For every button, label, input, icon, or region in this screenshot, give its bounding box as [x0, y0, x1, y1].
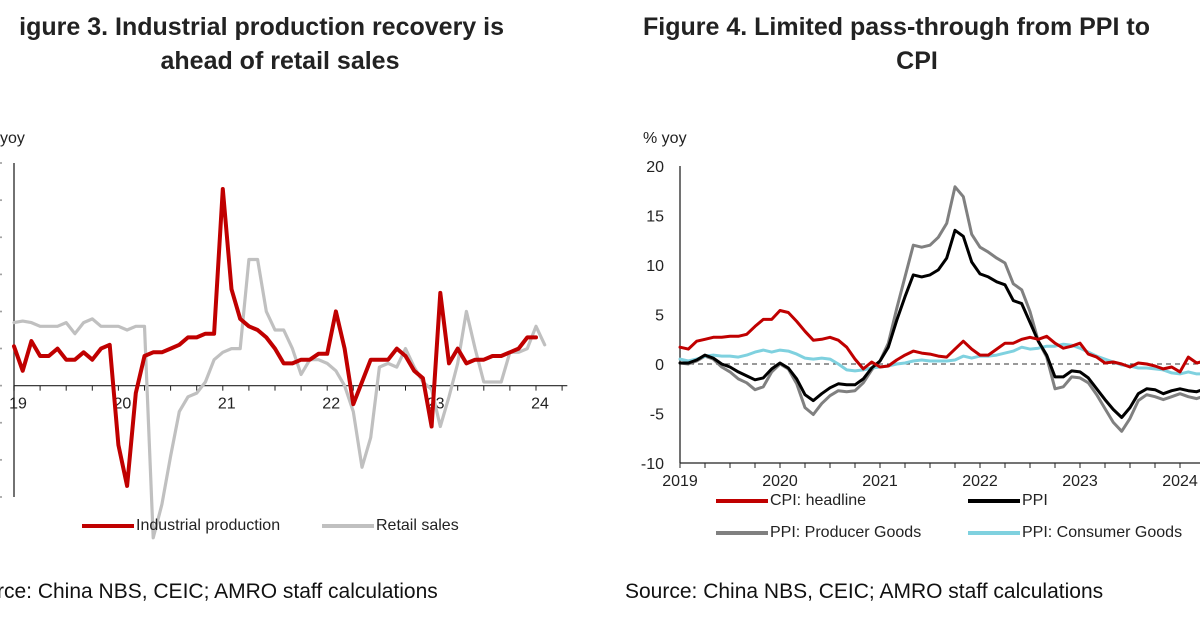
y-tick-mark — [0, 384, 2, 387]
figure-3-y-axis-label: yoy — [0, 130, 25, 147]
figure-3-title-line-2: ahead of retail sales — [160, 47, 400, 75]
x-tick-label: 22 — [322, 396, 340, 413]
legend-swatch-industrial-production — [82, 524, 134, 528]
series-line-ppi — [678, 228, 1200, 419]
figure-3-title-line-1: igure 3. Industrial production recovery … — [19, 13, 504, 41]
y-tick-mark — [0, 310, 2, 313]
figure-3-source: rce: China NBS, CEIC; AMRO staff calcula… — [0, 580, 438, 603]
legend-label-ppi-producer-goods: PPI: Producer Goods — [770, 524, 922, 541]
x-tick-label: 19 — [9, 396, 27, 413]
legend-swatch-retail-sales — [322, 524, 374, 528]
x-tick-label: 20 — [114, 396, 132, 413]
x-tick-label: 2023 — [1062, 473, 1098, 490]
y-tick-label: 0 — [655, 357, 664, 374]
legend-item-retail-sales: Retail sales — [322, 517, 459, 535]
y-tick-mark — [0, 162, 2, 164]
x-tick-label: 24 — [531, 396, 549, 413]
x-tick-label: 2021 — [862, 473, 898, 490]
legend-item-ppi-consumer-goods: PPI: Consumer Goods — [968, 524, 1182, 542]
y-tick-mark — [0, 273, 2, 276]
y-tick-label: 5 — [655, 308, 664, 325]
legend-label-ppi-consumer-goods: PPI: Consumer Goods — [1022, 524, 1183, 541]
x-tick-label: 2020 — [762, 473, 798, 490]
legend-label-industrial-production: Industrial production — [136, 517, 281, 534]
series-line-retail-sales — [12, 257, 547, 540]
legend-label-retail-sales: Retail sales — [376, 517, 459, 534]
y-tick-label: 10 — [646, 258, 664, 275]
series-line-industrial-production — [12, 187, 538, 488]
y-tick-mark — [0, 421, 2, 424]
figure-4-y-axis-label: % yoy — [643, 130, 687, 147]
figure-3-title: igure 3. Industrial production recovery … — [0, 10, 570, 78]
legend-label-cpi-headline: CPI: headline — [770, 492, 867, 509]
y-tick-mark — [0, 496, 2, 498]
legend-swatch-ppi-producer-goods — [716, 531, 768, 535]
y-tick-mark — [0, 199, 2, 202]
series-line-ppi-producer-goods — [678, 185, 1200, 433]
y-tick-mark — [0, 458, 2, 461]
y-tick-mark — [0, 236, 2, 239]
figure-3-chart: 19 20 21 22 23 24 — [0, 162, 568, 540]
legend-item-ppi: PPI — [968, 492, 1048, 510]
y-tick-label: 15 — [646, 209, 664, 226]
figure-4-title-line-2: CPI — [896, 47, 938, 75]
series-line-ppi-consumer-goods — [678, 342, 1200, 376]
x-tick-label: 2019 — [662, 473, 698, 490]
x-tick-label: 2024 — [1162, 473, 1198, 490]
legend-swatch-ppi — [968, 499, 1020, 503]
figure-4-title: Figure 4. Limited pass-through from PPI … — [608, 10, 1200, 78]
y-tick-mark — [0, 347, 2, 350]
legend-item-cpi-headline: CPI: headline — [716, 492, 866, 510]
figure-4-title-line-1: Figure 4. Limited pass-through from PPI … — [643, 13, 1150, 41]
x-tick-label: 2022 — [962, 473, 998, 490]
legend-item-industrial-production: Industrial production — [82, 517, 280, 535]
legend-label-ppi: PPI — [1022, 492, 1048, 509]
legend-swatch-ppi-consumer-goods — [968, 531, 1020, 535]
y-tick-label: -10 — [641, 456, 664, 473]
legend-item-ppi-producer-goods: PPI: Producer Goods — [716, 524, 921, 542]
y-tick-label: 20 — [646, 159, 664, 176]
y-tick-label: -5 — [650, 407, 664, 424]
series-line-cpi-headline — [678, 309, 1200, 374]
figure-4-source: Source: China NBS, CEIC; AMRO staff calc… — [625, 580, 1104, 603]
x-tick-label: 21 — [218, 396, 236, 413]
legend-swatch-cpi-headline — [716, 499, 768, 503]
